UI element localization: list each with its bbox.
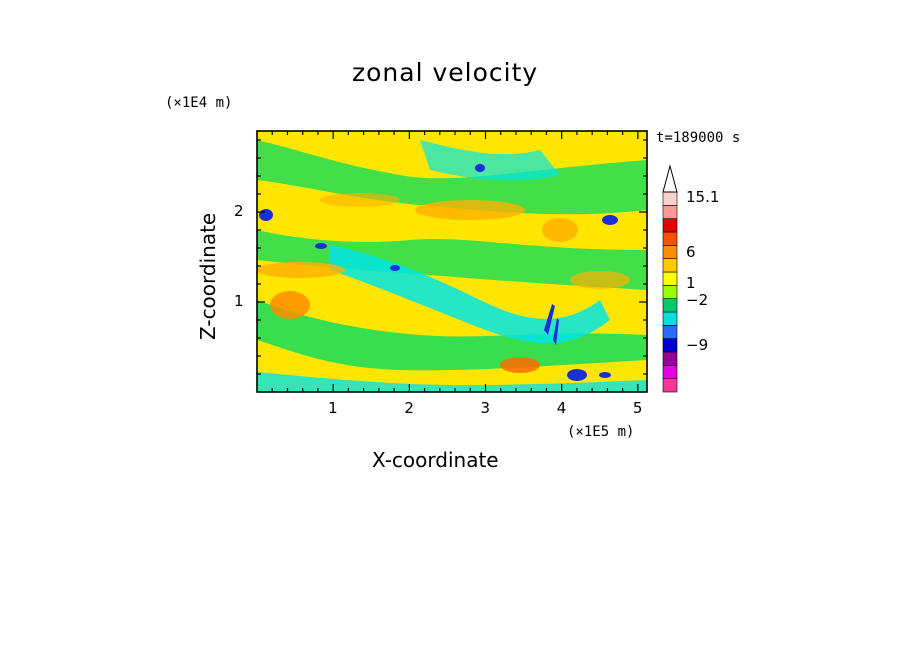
axis-ticks — [257, 131, 647, 392]
x-unit-label: (×1E5 m) — [567, 424, 635, 440]
colorbar-swatch — [662, 365, 678, 379]
colorbar-label: 1 — [686, 274, 696, 292]
colorbar-swatch — [662, 325, 678, 339]
colorbar-swatch — [662, 205, 678, 219]
x-tick-label: 5 — [632, 399, 643, 417]
y-tick-label: 2 — [234, 202, 244, 220]
y-unit-label: (×1E4 m) — [165, 95, 233, 111]
colorbar-label: −2 — [686, 291, 709, 309]
velocity-field — [257, 131, 647, 392]
x-tick-label: 2 — [404, 399, 414, 417]
x-tick-label: 4 — [556, 399, 567, 417]
colorbar-swatch — [662, 311, 678, 326]
y-axis-label: Z-coordinate — [196, 212, 220, 340]
time-label: t=189000 s — [656, 130, 741, 146]
colorbar-swatch — [662, 258, 678, 273]
y-tick-label: 1 — [234, 292, 244, 310]
x-tick-label: 1 — [328, 399, 338, 417]
colorbar-label: −9 — [686, 336, 709, 354]
x-axis-label: X-coordinate — [372, 448, 499, 472]
colorbar-swatch — [662, 298, 678, 313]
colorbar-swatch — [662, 351, 678, 366]
colorbar-swatch — [662, 245, 678, 259]
colorbar-swatch — [662, 378, 678, 393]
colorbar-swatch — [662, 338, 678, 353]
colorbar — [662, 164, 678, 393]
colorbar-swatch — [662, 191, 678, 206]
colorbar-label: 15.1 — [686, 188, 720, 206]
colorbar-swatch — [662, 285, 678, 299]
chart-title: zonal velocity — [352, 58, 539, 87]
x-tick-label: 3 — [480, 399, 491, 417]
colorbar-swatch — [662, 271, 678, 286]
colorbar-extend-arrow — [662, 164, 678, 193]
colorbar-label: 6 — [686, 243, 696, 261]
colorbar-swatch — [662, 218, 678, 233]
colorbar-swatch — [662, 231, 678, 246]
plot-frame — [256, 130, 648, 393]
